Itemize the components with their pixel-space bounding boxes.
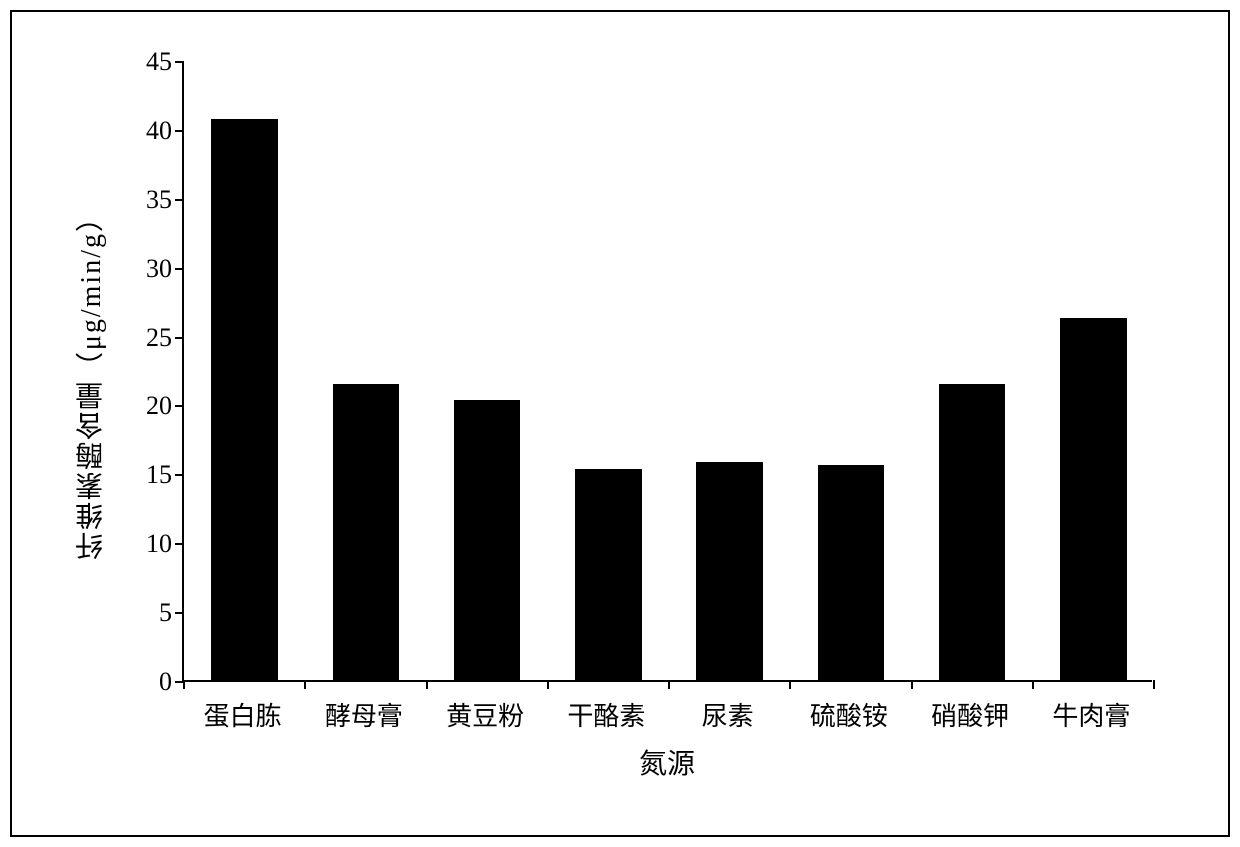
x-tick (304, 680, 306, 689)
y-tick-label: 5 (112, 598, 172, 628)
bar (1060, 318, 1127, 680)
chart-frame: 纤维素酶含量（μg/min/g） 0 5 10 15 20 25 30 35 40 45 蛋白胨酵… (10, 10, 1230, 837)
y-tick-label: 20 (112, 391, 172, 421)
y-tick (175, 337, 184, 339)
y-tick-label: 30 (112, 254, 172, 284)
y-tick-label: 0 (112, 667, 172, 697)
chart-container: 纤维素酶含量（μg/min/g） 0 5 10 15 20 25 30 35 40 45 蛋白胨酵… (62, 42, 1182, 812)
x-tick-label: 硝酸钾 (910, 696, 1030, 733)
y-tick-label: 25 (112, 323, 172, 353)
y-tick-label: 15 (112, 460, 172, 490)
y-tick (175, 543, 184, 545)
y-tick (175, 474, 184, 476)
x-tick (183, 680, 185, 689)
bar (696, 462, 763, 680)
x-tick (426, 680, 428, 689)
y-axis-title: 纤维素酶含量（μg/min/g） (72, 202, 112, 560)
bar (939, 384, 1006, 680)
y-tick (175, 130, 184, 132)
bar (333, 384, 400, 680)
x-tick (911, 680, 913, 689)
y-tick-label: 10 (112, 529, 172, 559)
x-tick-label: 干酪素 (546, 696, 666, 733)
x-tick-label: 黄豆粉 (425, 696, 545, 733)
x-tick (1032, 680, 1034, 689)
y-tick-label: 35 (112, 185, 172, 215)
x-axis-title: 氮源 (182, 742, 1152, 782)
x-tick-label: 尿素 (668, 696, 788, 733)
x-tick-label: 牛肉膏 (1031, 696, 1151, 733)
bar (575, 469, 642, 680)
x-tick-label: 酵母膏 (304, 696, 424, 733)
y-tick (175, 612, 184, 614)
x-tick (1153, 680, 1155, 689)
bar (818, 465, 885, 680)
y-tick-label: 45 (112, 47, 172, 77)
bar (211, 119, 278, 680)
y-tick-label: 40 (112, 116, 172, 146)
x-tick (789, 680, 791, 689)
x-tick (668, 680, 670, 689)
plot-area (182, 62, 1152, 682)
y-tick (175, 268, 184, 270)
y-tick (175, 61, 184, 63)
x-tick (547, 680, 549, 689)
bar (454, 400, 521, 680)
y-tick (175, 405, 184, 407)
x-tick-label: 蛋白胨 (183, 696, 303, 733)
y-tick (175, 199, 184, 201)
x-tick-label: 硫酸铵 (789, 696, 909, 733)
